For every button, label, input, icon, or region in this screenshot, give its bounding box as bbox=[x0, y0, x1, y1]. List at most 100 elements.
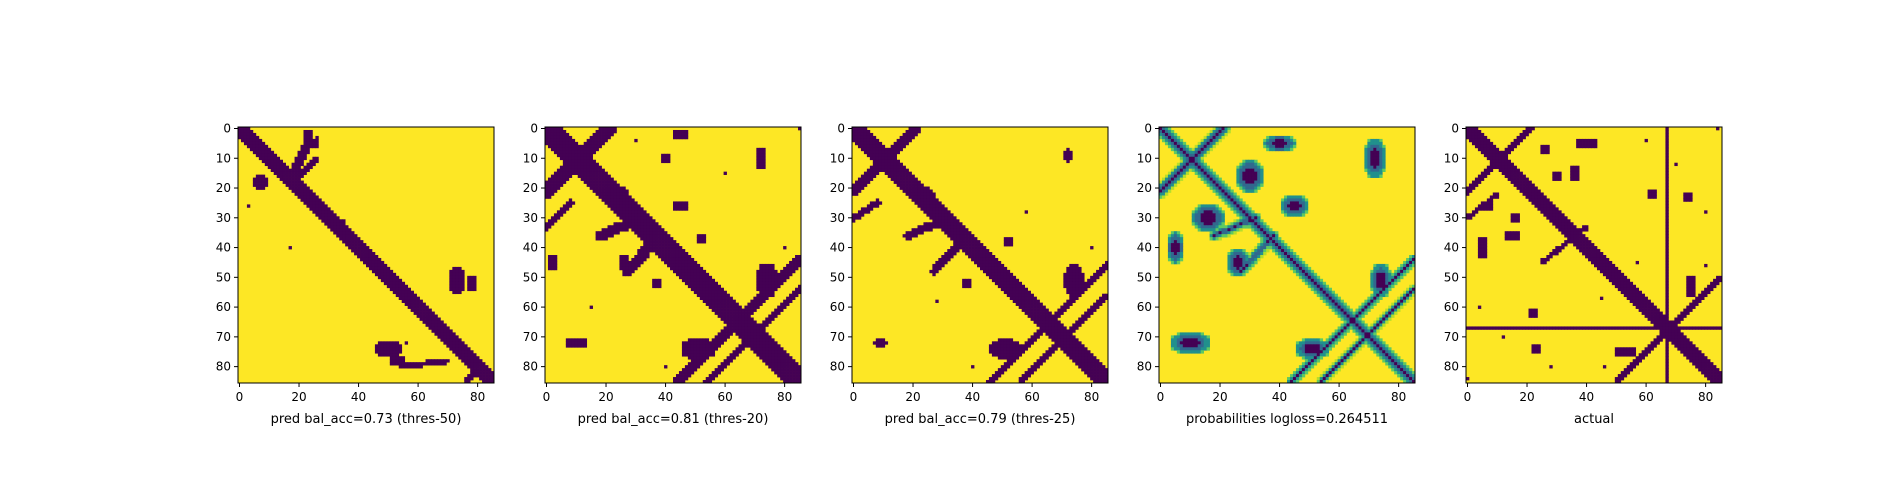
heatmap-cell bbox=[410, 296, 414, 300]
heatmap-cell bbox=[619, 192, 623, 196]
heatmap-cell bbox=[1257, 174, 1261, 178]
heatmap-cell bbox=[264, 150, 269, 155]
heatmap-cell bbox=[1221, 127, 1225, 131]
heatmap-cell bbox=[905, 237, 909, 241]
heatmap-cell bbox=[1275, 141, 1279, 146]
heatmap-cell bbox=[717, 332, 721, 336]
heatmap-cell bbox=[974, 260, 978, 265]
heatmap-cell bbox=[470, 353, 474, 357]
heatmap-cell bbox=[1224, 234, 1228, 238]
heatmap-cell bbox=[613, 231, 617, 235]
heatmap-cell bbox=[404, 341, 409, 345]
heatmap-cell bbox=[696, 338, 701, 342]
heatmap-cell bbox=[1325, 284, 1330, 289]
heatmap-cell bbox=[714, 374, 718, 378]
heatmap-cell bbox=[1000, 347, 1005, 351]
heatmap-cell bbox=[1215, 174, 1219, 178]
heatmap-cell bbox=[473, 284, 477, 289]
heatmap-cell bbox=[857, 180, 862, 184]
heatmap-cell bbox=[944, 257, 948, 262]
heatmap-cell bbox=[959, 222, 963, 226]
heatmap-cell bbox=[789, 299, 793, 303]
heatmap-cell bbox=[729, 314, 733, 318]
heatmap-cell bbox=[640, 231, 644, 235]
heatmap-cell bbox=[1039, 323, 1043, 327]
heatmap-cell bbox=[577, 174, 582, 178]
heatmap-cell bbox=[667, 252, 671, 256]
heatmap-cell bbox=[407, 365, 411, 369]
heatmap-cell bbox=[1364, 153, 1368, 158]
heatmap-cell bbox=[1003, 368, 1008, 372]
heatmap-cell bbox=[902, 183, 906, 187]
heatmap-cell bbox=[404, 290, 409, 295]
heatmap-cell bbox=[1063, 308, 1067, 312]
heatmap-cell bbox=[926, 189, 930, 193]
heatmap-cell bbox=[1212, 204, 1216, 208]
heatmap-cell bbox=[440, 362, 444, 366]
heatmap-cell bbox=[1036, 299, 1040, 303]
heatmap-cell bbox=[410, 305, 414, 309]
heatmap-cell bbox=[759, 356, 763, 360]
heatmap-cell bbox=[1221, 234, 1225, 238]
heatmap-cell bbox=[652, 228, 656, 232]
heatmap-cell bbox=[699, 362, 704, 366]
heatmap-cell bbox=[1373, 269, 1377, 274]
heatmap-cell bbox=[1012, 356, 1017, 360]
heatmap-cell bbox=[565, 156, 570, 161]
heatmap-cell bbox=[1289, 207, 1294, 211]
heatmap-cell bbox=[601, 231, 605, 235]
heatmap-cell bbox=[577, 168, 582, 172]
heatmap-cell bbox=[917, 201, 921, 205]
heatmap-cell bbox=[860, 144, 865, 149]
heatmap-cell bbox=[714, 299, 718, 303]
heatmap-cell bbox=[467, 365, 471, 369]
heatmap-cell bbox=[860, 141, 865, 146]
heatmap-cell bbox=[422, 320, 426, 324]
heatmap-cell bbox=[994, 371, 999, 375]
heatmap-cell bbox=[1200, 168, 1204, 172]
heatmap-cell bbox=[681, 249, 686, 253]
heatmap-cell bbox=[1289, 257, 1294, 262]
heatmap-cell bbox=[479, 365, 483, 369]
heatmap-cell bbox=[777, 350, 781, 354]
heatmap-cell bbox=[622, 198, 626, 202]
heatmap-cell bbox=[899, 177, 903, 181]
heatmap-cell bbox=[1066, 329, 1070, 333]
heatmap-cell bbox=[1221, 189, 1225, 193]
heatmap-cell bbox=[956, 219, 960, 223]
heatmap-cell bbox=[1164, 192, 1169, 196]
heatmap-cell bbox=[655, 225, 659, 229]
heatmap-cell bbox=[690, 263, 695, 268]
heatmap-cell bbox=[559, 144, 564, 149]
heatmap-cell bbox=[884, 162, 889, 167]
heatmap-cell bbox=[336, 228, 340, 232]
heatmap-cell bbox=[470, 362, 474, 366]
heatmap-cell bbox=[1173, 171, 1178, 175]
heatmap-cell bbox=[1251, 222, 1255, 226]
heatmap-cell bbox=[971, 234, 975, 238]
heatmap-cell bbox=[1167, 249, 1172, 253]
heatmap-cell bbox=[366, 263, 370, 268]
heatmap-cell bbox=[1251, 263, 1255, 268]
heatmap-cell bbox=[872, 144, 877, 149]
heatmap-cell bbox=[1236, 269, 1240, 274]
heatmap-cell bbox=[759, 281, 763, 286]
heatmap-cell bbox=[1379, 171, 1383, 175]
heatmap-cell bbox=[342, 234, 346, 238]
heatmap-cell bbox=[1218, 219, 1222, 223]
heatmap-cell bbox=[1173, 257, 1178, 262]
heatmap-cell bbox=[1060, 347, 1064, 351]
heatmap-cell bbox=[914, 234, 918, 238]
heatmap-cell bbox=[342, 225, 346, 229]
heatmap-cell bbox=[857, 129, 862, 134]
heatmap-cell bbox=[1048, 320, 1052, 324]
heatmap-cell bbox=[264, 153, 269, 158]
heatmap-cell bbox=[1400, 263, 1404, 268]
heatmap-cell bbox=[756, 350, 760, 354]
heatmap-cell bbox=[1093, 359, 1097, 363]
heatmap-cell bbox=[1200, 153, 1204, 158]
heatmap-cell bbox=[646, 231, 650, 235]
heatmap-cell bbox=[1197, 219, 1202, 223]
heatmap-cell bbox=[410, 293, 414, 298]
heatmap-cell bbox=[959, 246, 963, 250]
